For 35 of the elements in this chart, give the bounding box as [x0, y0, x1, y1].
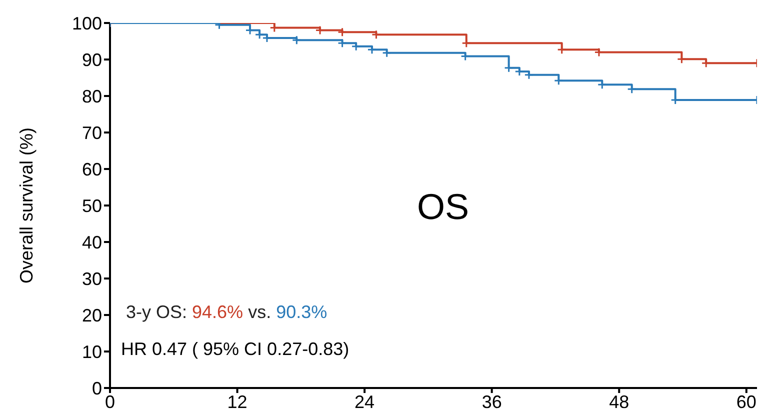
point: [554, 76, 564, 86]
point: [371, 30, 381, 40]
point: [627, 84, 637, 94]
point: [338, 27, 348, 37]
x-tick-label: 0: [104, 392, 116, 412]
annotation: OS: [416, 186, 470, 228]
y-tick-label: 70: [82, 122, 102, 143]
point: [504, 63, 514, 73]
x-tick-label: 12: [227, 392, 248, 412]
y-axis-title: Overall survival (%): [16, 127, 36, 284]
point: [367, 44, 377, 54]
y-tick-label: 20: [82, 305, 102, 326]
point: [338, 38, 348, 48]
y-tick-label: 0: [92, 378, 102, 398]
x-tick-label: 24: [354, 392, 375, 412]
point: [292, 35, 302, 45]
y-tick-label: 80: [82, 86, 102, 106]
point: [524, 70, 534, 80]
point: [351, 42, 361, 52]
y-tick-label: 40: [82, 232, 102, 252]
y-tick-label: 30: [82, 268, 102, 289]
x-tick-label: 48: [609, 392, 630, 412]
y-tick-label: 60: [82, 159, 102, 180]
y-tick-label: 50: [82, 196, 102, 216]
x-tick-label: 36: [482, 392, 502, 412]
y-tick-label: 100: [72, 13, 102, 34]
annotation: 3-y OS: 94.6% vs. 90.3%: [126, 302, 328, 322]
point: [462, 38, 472, 48]
point: [382, 48, 392, 58]
annotation: HR 0.47 ( 95% CI 0.27-0.83): [121, 339, 350, 360]
y-tick-label: 90: [82, 50, 102, 70]
y-tick-label: 10: [82, 342, 102, 362]
point: [676, 54, 686, 64]
x-tick-label: 60: [736, 392, 756, 412]
point: [557, 44, 567, 54]
